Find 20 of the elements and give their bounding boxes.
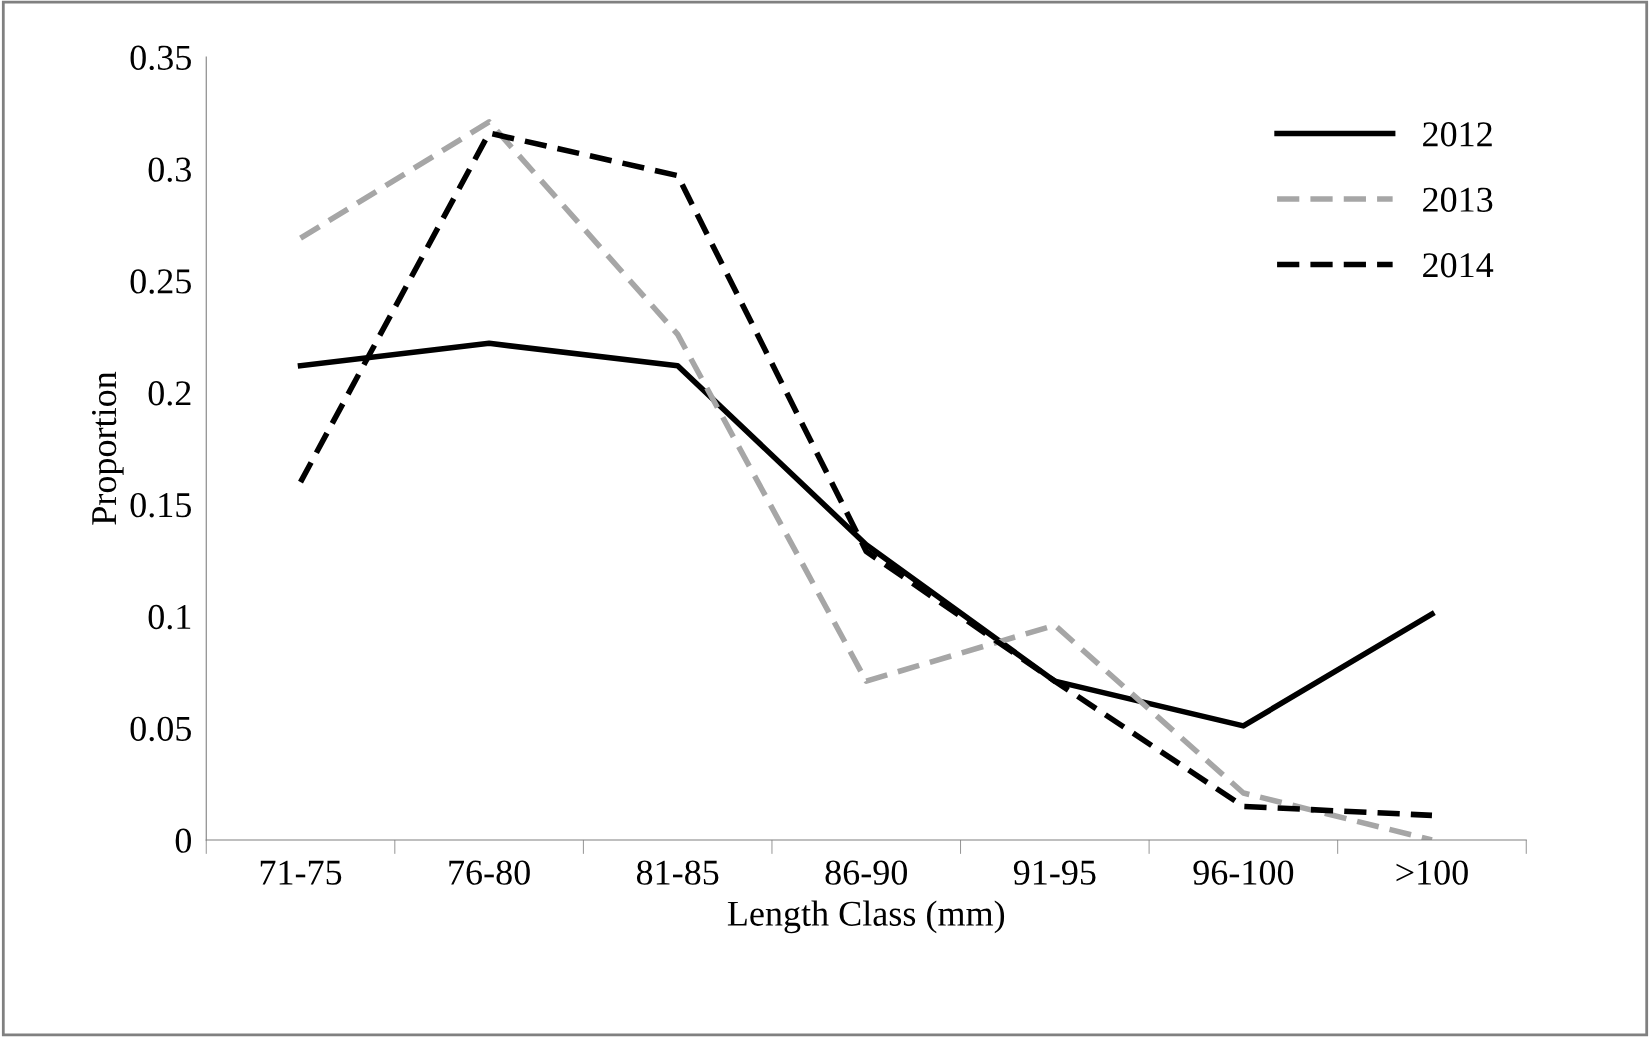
legend-label: 2012	[1423, 122, 1492, 147]
x-tick-label: 86-90	[825, 860, 907, 885]
y-tick-label: 0.05	[130, 716, 191, 742]
x-tick-label: 76-80	[449, 860, 530, 885]
legend-label: 2014	[1423, 253, 1494, 278]
y-tick-label: 0	[175, 828, 191, 853]
y-tick-label: 0.35	[130, 45, 191, 71]
y-tick-label: 0.15	[130, 492, 191, 518]
y-tick-label: 0.3	[148, 157, 191, 182]
x-tick-label: 91-95	[1013, 860, 1096, 885]
x-tick-label: >100	[1396, 860, 1468, 885]
x-tick-label: 96-100	[1193, 860, 1294, 885]
y-tick-label: 0.1	[148, 604, 191, 630]
x-axis-title: Length Class (mm)	[727, 900, 1005, 934]
y-tick-label: 0.2	[148, 381, 191, 406]
y-axis-title: Proportion	[92, 371, 124, 525]
legend-label: 2013	[1423, 187, 1493, 212]
x-tick-label: 71-75	[260, 860, 342, 885]
y-tick-label: 0.25	[130, 269, 191, 294]
x-tick-label: 81-85	[636, 860, 719, 885]
